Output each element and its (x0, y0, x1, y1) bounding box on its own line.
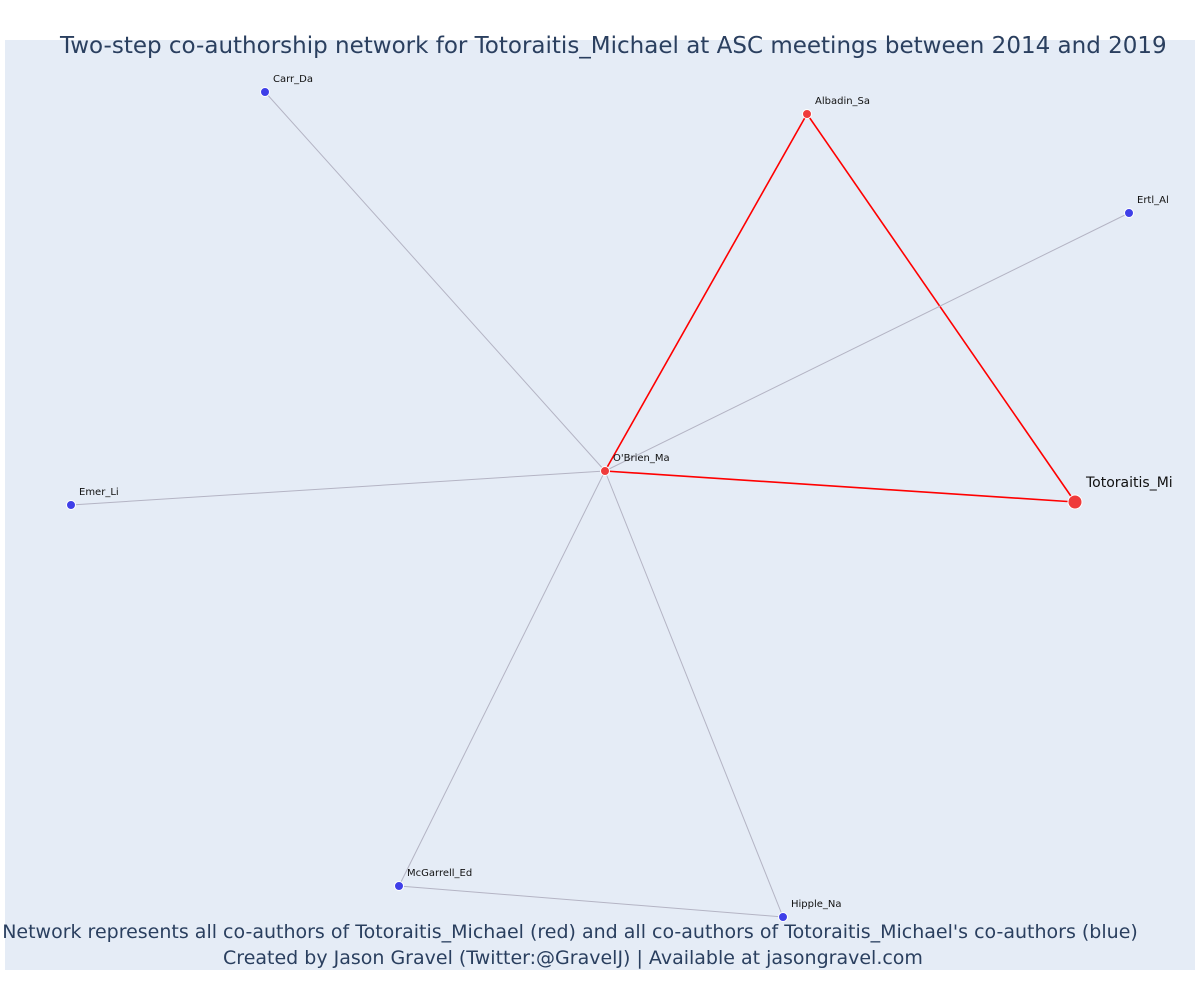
node-carr-da[interactable] (260, 87, 270, 97)
chart-title: Two-step co-authorship network for Totor… (59, 33, 1167, 59)
labels-layer: Totoraitis_Mi O'Brien_Ma Albadin_Sa Carr_Da… (79, 74, 1173, 910)
node-emer-li[interactable] (66, 500, 76, 510)
edge-totoraitis-mi-albadin-sa (806, 113, 1076, 503)
edges-layer (70, 91, 1130, 918)
edge-o-brien-ma-emer-li (70, 470, 606, 506)
edge-mcgarrell-ed-hipple-na (398, 885, 784, 918)
node-label-emer-li: Emer_Li (79, 487, 119, 498)
node-label-totoraitis-mi: Totoraitis_Mi (1085, 475, 1173, 491)
node-hipple-na[interactable] (778, 912, 788, 922)
nodes-layer (66, 87, 1134, 922)
node-label-hipple-na: Hipple_Na (791, 899, 842, 910)
edge-o-brien-ma-hipple-na (604, 470, 784, 918)
plot-background (5, 40, 1195, 970)
edge-totoraitis-mi-o-brien-ma (604, 470, 1076, 503)
edge-o-brien-ma-albadin-sa (604, 113, 808, 472)
node-label-carr-da: Carr_Da (273, 74, 313, 85)
node-albadin-sa[interactable] (802, 109, 812, 119)
edge-o-brien-ma-mcgarrell-ed (398, 470, 606, 887)
node-mcgarrell-ed[interactable] (394, 881, 404, 891)
footer-caption: Network represents all co-authors of Tot… (2, 921, 1138, 943)
node-label-mcgarrell-ed: McGarrell_Ed (407, 868, 472, 879)
footer-credit: Created by Jason Gravel (Twitter:@Gravel… (223, 947, 923, 969)
node-totoraitis-mi[interactable] (1067, 494, 1083, 510)
node-label-albadin-sa: Albadin_Sa (815, 96, 870, 107)
node-label-ertl-al: Ertl_Al (1137, 195, 1169, 206)
edge-o-brien-ma-carr-da (264, 91, 606, 472)
node-ertl-al[interactable] (1124, 208, 1134, 218)
node-label-o-brien-ma: O'Brien_Ma (613, 453, 670, 464)
node-o-brien-ma[interactable] (600, 466, 610, 476)
edge-o-brien-ma-ertl-al (604, 212, 1130, 472)
